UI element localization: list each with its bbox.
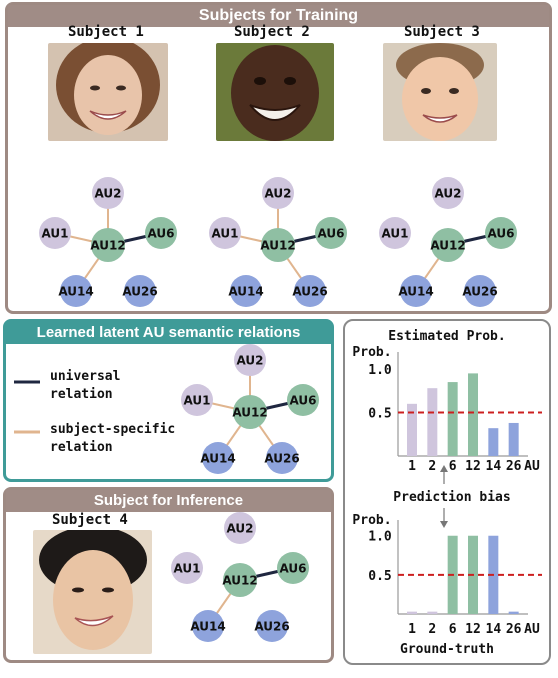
chart-1-xtick-14: 14	[486, 622, 502, 637]
learned-title: Learned latent AU semantic relations	[6, 322, 331, 344]
chart-1-ytick-1.0: 1.0	[368, 530, 392, 545]
subject-4-label: Subject 4	[52, 512, 128, 528]
chart-0-xtick-6: 6	[449, 459, 457, 474]
chart-1-xtick-12: 12	[465, 622, 481, 637]
chart-0-bar-au26	[508, 422, 519, 456]
chart-1-bar-au26	[508, 611, 519, 614]
inference-title: Subject for Inference	[6, 490, 331, 512]
chart-1-bar-au1	[407, 611, 417, 614]
chart-0-bar-au6	[447, 382, 458, 456]
subject-2-label: Subject 2	[234, 24, 310, 40]
chart-0-xtick-14: 14	[486, 459, 502, 474]
chart-1-xunit: AU	[524, 622, 540, 637]
subject-4-face-photo	[33, 530, 152, 654]
chart-1-xtick-26: 26	[506, 622, 522, 637]
subject-1-label: Subject 1	[68, 24, 144, 40]
inference-panel: Subject for Inference	[3, 487, 334, 663]
training-panel: Subjects for Training	[5, 2, 552, 314]
chart-1-xtick-2: 2	[428, 622, 436, 637]
learned-relations-panel: Learned latent AU semantic relations	[3, 319, 334, 482]
chart-0-xunit: AU	[524, 459, 540, 474]
chart-0-title: Estimated Prob.	[388, 329, 505, 344]
chart-0-bar-au1	[407, 403, 417, 456]
chart-0-xtick-2: 2	[428, 459, 436, 474]
subject-1-face-photo	[48, 43, 168, 141]
chart-1-title: Ground-truth	[400, 642, 494, 657]
chart-0-ytick-1.0: 1.0	[368, 363, 392, 378]
probability-panel	[343, 319, 551, 665]
chart-0-bar-au14	[488, 428, 499, 456]
subject-2-face-photo	[216, 43, 334, 141]
chart-0-bar-au2	[427, 388, 438, 456]
chart-1-xtick-6: 6	[449, 622, 457, 637]
chart-1-ytick-0.5: 0.5	[368, 569, 391, 584]
chart-0-ytick-0.5: 0.5	[368, 407, 391, 422]
training-title: Subjects for Training	[8, 5, 549, 27]
chart-0-xtick-1: 1	[408, 459, 416, 474]
chart-0-xtick-12: 12	[465, 459, 481, 474]
subject-3-label: Subject 3	[404, 24, 480, 40]
chart-1-bar-au2	[427, 611, 438, 614]
chart-1-ylabel: Prob.	[352, 513, 391, 528]
chart-0-xtick-26: 26	[506, 459, 522, 474]
chart-0-ylabel: Prob.	[352, 345, 391, 360]
chart-0-bar-au12	[468, 373, 478, 456]
subject-3-face-photo	[383, 43, 497, 141]
chart-1-xtick-1: 1	[408, 622, 416, 637]
